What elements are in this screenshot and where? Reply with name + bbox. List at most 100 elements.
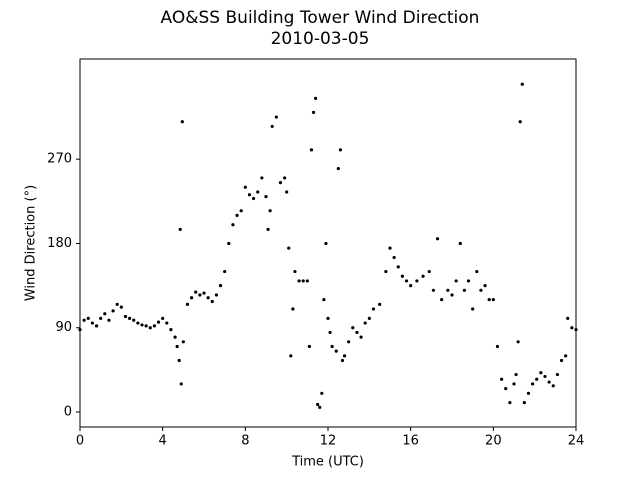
data-point	[539, 371, 543, 375]
data-point	[543, 374, 547, 379]
data-point	[334, 349, 338, 353]
data-point	[235, 213, 239, 217]
data-point	[223, 269, 227, 274]
data-point	[570, 326, 574, 330]
data-point	[326, 316, 330, 320]
x-tick-label: 0	[76, 434, 84, 449]
y-tick-label: 0	[64, 405, 72, 420]
data-point	[487, 298, 491, 302]
data-point	[454, 279, 458, 283]
data-point	[421, 274, 425, 278]
data-point	[400, 274, 404, 278]
data-point	[107, 318, 111, 322]
data-point	[512, 382, 516, 386]
data-point	[169, 328, 173, 332]
data-point	[218, 284, 223, 288]
data-point	[132, 318, 136, 322]
data-point	[555, 372, 560, 377]
data-point	[471, 307, 475, 311]
data-point	[491, 298, 495, 302]
data-point	[574, 328, 578, 332]
data-point	[427, 269, 431, 274]
data-point	[256, 190, 260, 194]
data-point	[210, 299, 214, 304]
data-point	[239, 209, 243, 213]
y-tick-label: 90	[55, 320, 72, 335]
data-point	[90, 321, 94, 325]
data-point	[297, 279, 301, 283]
data-point	[156, 320, 161, 324]
data-point	[128, 316, 132, 320]
data-point	[495, 344, 500, 349]
data-point	[144, 324, 148, 328]
data-point	[161, 316, 165, 320]
data-point	[363, 321, 367, 325]
x-tick-label: 4	[159, 434, 167, 449]
data-point	[152, 324, 156, 328]
data-point	[179, 382, 183, 386]
data-point	[165, 321, 169, 325]
data-point	[446, 288, 450, 292]
data-point	[289, 354, 293, 358]
data-point	[359, 335, 363, 339]
data-point	[185, 302, 190, 306]
y-tick-label: 180	[47, 236, 72, 251]
data-point	[123, 314, 128, 319]
data-point	[328, 330, 332, 335]
data-point	[198, 293, 202, 297]
data-point	[462, 288, 466, 292]
data-point	[270, 124, 274, 129]
data-point	[431, 288, 435, 292]
data-point	[392, 255, 396, 260]
data-point	[466, 279, 471, 283]
x-tick-label: 8	[241, 434, 249, 449]
data-point	[148, 326, 152, 330]
data-point	[342, 354, 347, 358]
data-point	[173, 335, 177, 339]
data-point	[291, 307, 295, 311]
data-point	[396, 265, 400, 269]
data-point	[309, 148, 314, 152]
data-point	[518, 120, 522, 124]
data-point	[283, 176, 287, 180]
x-tick-label: 20	[485, 434, 502, 449]
data-point	[483, 284, 487, 288]
x-tick-label: 24	[568, 434, 585, 449]
data-point	[202, 291, 206, 295]
data-point	[178, 227, 182, 232]
y-tick-label: 270	[47, 152, 72, 167]
data-point	[475, 269, 479, 274]
data-point	[82, 318, 86, 322]
data-point	[458, 241, 462, 246]
y-axis-label: Wind Direction (°)	[24, 185, 39, 301]
data-point	[508, 401, 512, 405]
data-point	[338, 148, 342, 152]
data-point	[190, 296, 194, 300]
data-point	[180, 120, 184, 124]
data-point	[136, 321, 140, 325]
data-point	[559, 358, 564, 363]
data-point	[355, 330, 359, 335]
data-point	[440, 298, 444, 302]
data-point	[314, 96, 318, 100]
data-point	[378, 302, 382, 306]
data-point	[111, 309, 115, 313]
data-point	[316, 402, 320, 407]
data-point	[330, 344, 334, 349]
data-point	[264, 195, 268, 199]
data-point	[231, 223, 235, 227]
data-point	[252, 196, 256, 201]
data-point	[322, 298, 326, 302]
data-point	[119, 305, 123, 309]
data-point	[516, 340, 520, 344]
data-point	[514, 372, 518, 377]
data-point	[318, 405, 322, 409]
data-point	[340, 358, 345, 363]
data-point	[551, 384, 555, 388]
x-tick-label: 12	[320, 434, 337, 449]
data-point	[324, 241, 328, 246]
data-point	[504, 387, 508, 391]
data-point	[99, 316, 103, 320]
